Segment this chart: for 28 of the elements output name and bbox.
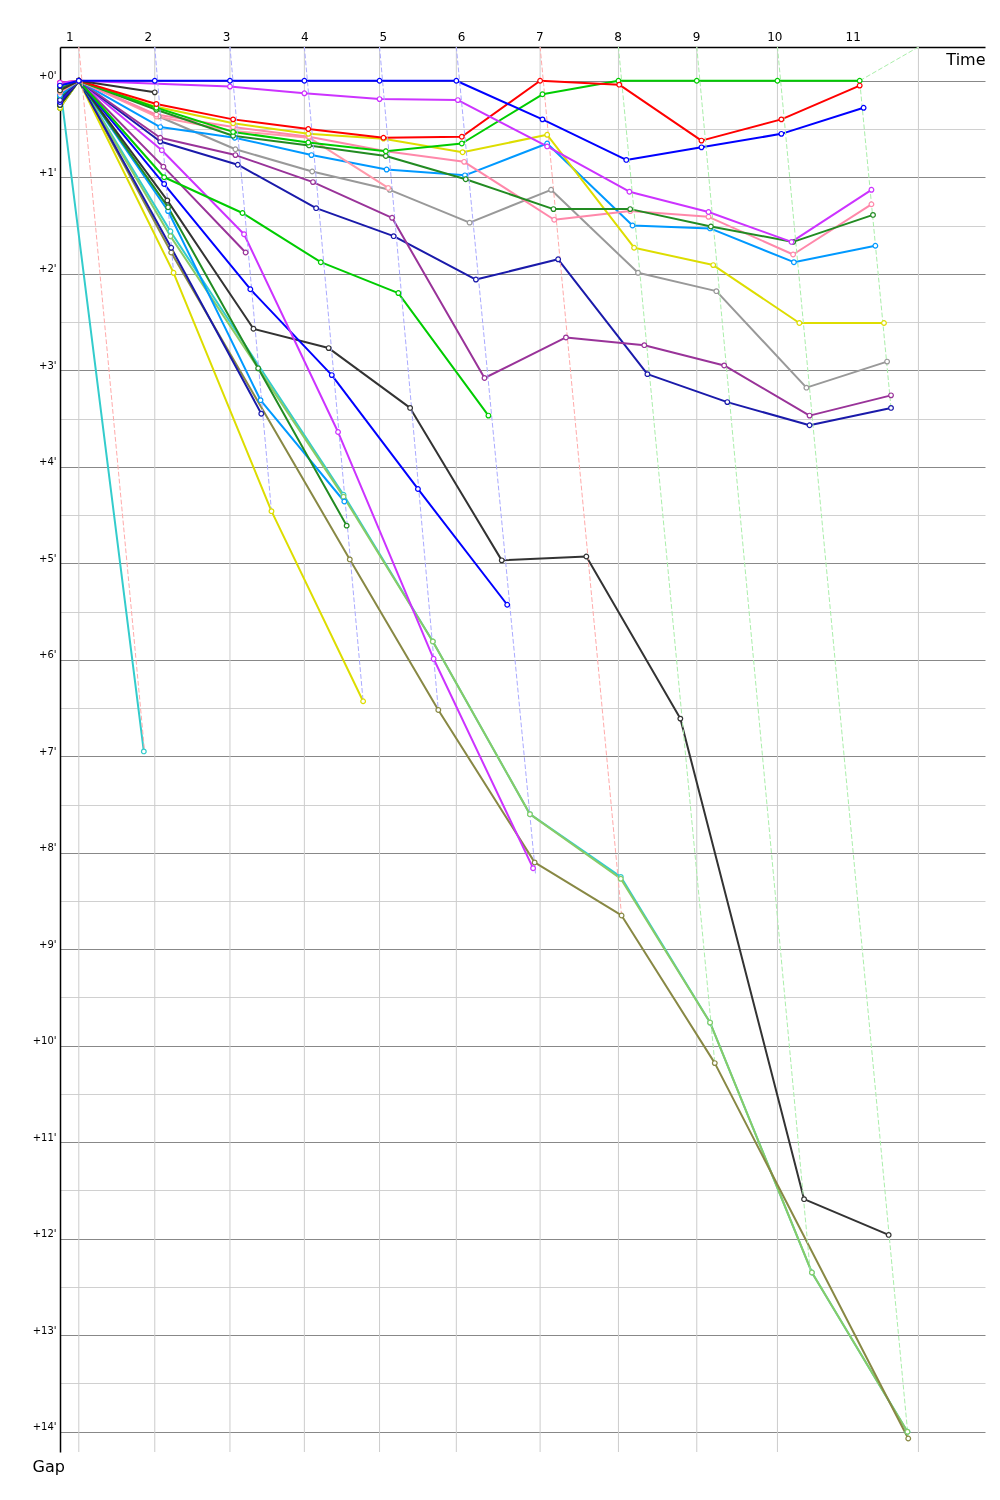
y-tick-label: +7' bbox=[39, 745, 57, 757]
y-tick-label: +2' bbox=[39, 263, 57, 275]
y-tick-label: +10' bbox=[32, 1035, 57, 1047]
x-tick-label: 6 bbox=[457, 29, 466, 44]
y-tick-label: +13' bbox=[32, 1324, 57, 1336]
y-tick-label: +8' bbox=[39, 842, 57, 854]
x-tick-label: 11 bbox=[845, 29, 861, 44]
x-tick-label: 5 bbox=[379, 29, 388, 44]
y-tick-label: +6' bbox=[39, 649, 57, 661]
x-tick-label: 7 bbox=[536, 29, 544, 44]
y-tick-label: +9' bbox=[39, 938, 57, 950]
y-tick-label: +11' bbox=[32, 1131, 57, 1143]
y-tick-label: +4' bbox=[39, 456, 57, 468]
y-tick-label: +5' bbox=[39, 552, 57, 564]
y-tick-label: +14' bbox=[32, 1421, 57, 1433]
x-tick-label: 1 bbox=[66, 29, 74, 44]
y-tick-label: +12' bbox=[32, 1228, 57, 1240]
x-tick-label: 8 bbox=[614, 29, 622, 44]
y-tick-label: +0' bbox=[39, 70, 57, 82]
x-tick-label: 10 bbox=[767, 29, 783, 44]
x-tick-label: 4 bbox=[301, 29, 309, 44]
y-tick-label: +3' bbox=[39, 359, 57, 371]
x-axis-title: Time bbox=[945, 49, 986, 69]
y-tick-label: +1' bbox=[39, 166, 57, 178]
y-axis-title: Gap bbox=[32, 1456, 65, 1476]
x-tick-label: 3 bbox=[222, 29, 231, 44]
x-tick-label: 2 bbox=[144, 29, 153, 44]
x-tick-label: 9 bbox=[692, 29, 701, 44]
